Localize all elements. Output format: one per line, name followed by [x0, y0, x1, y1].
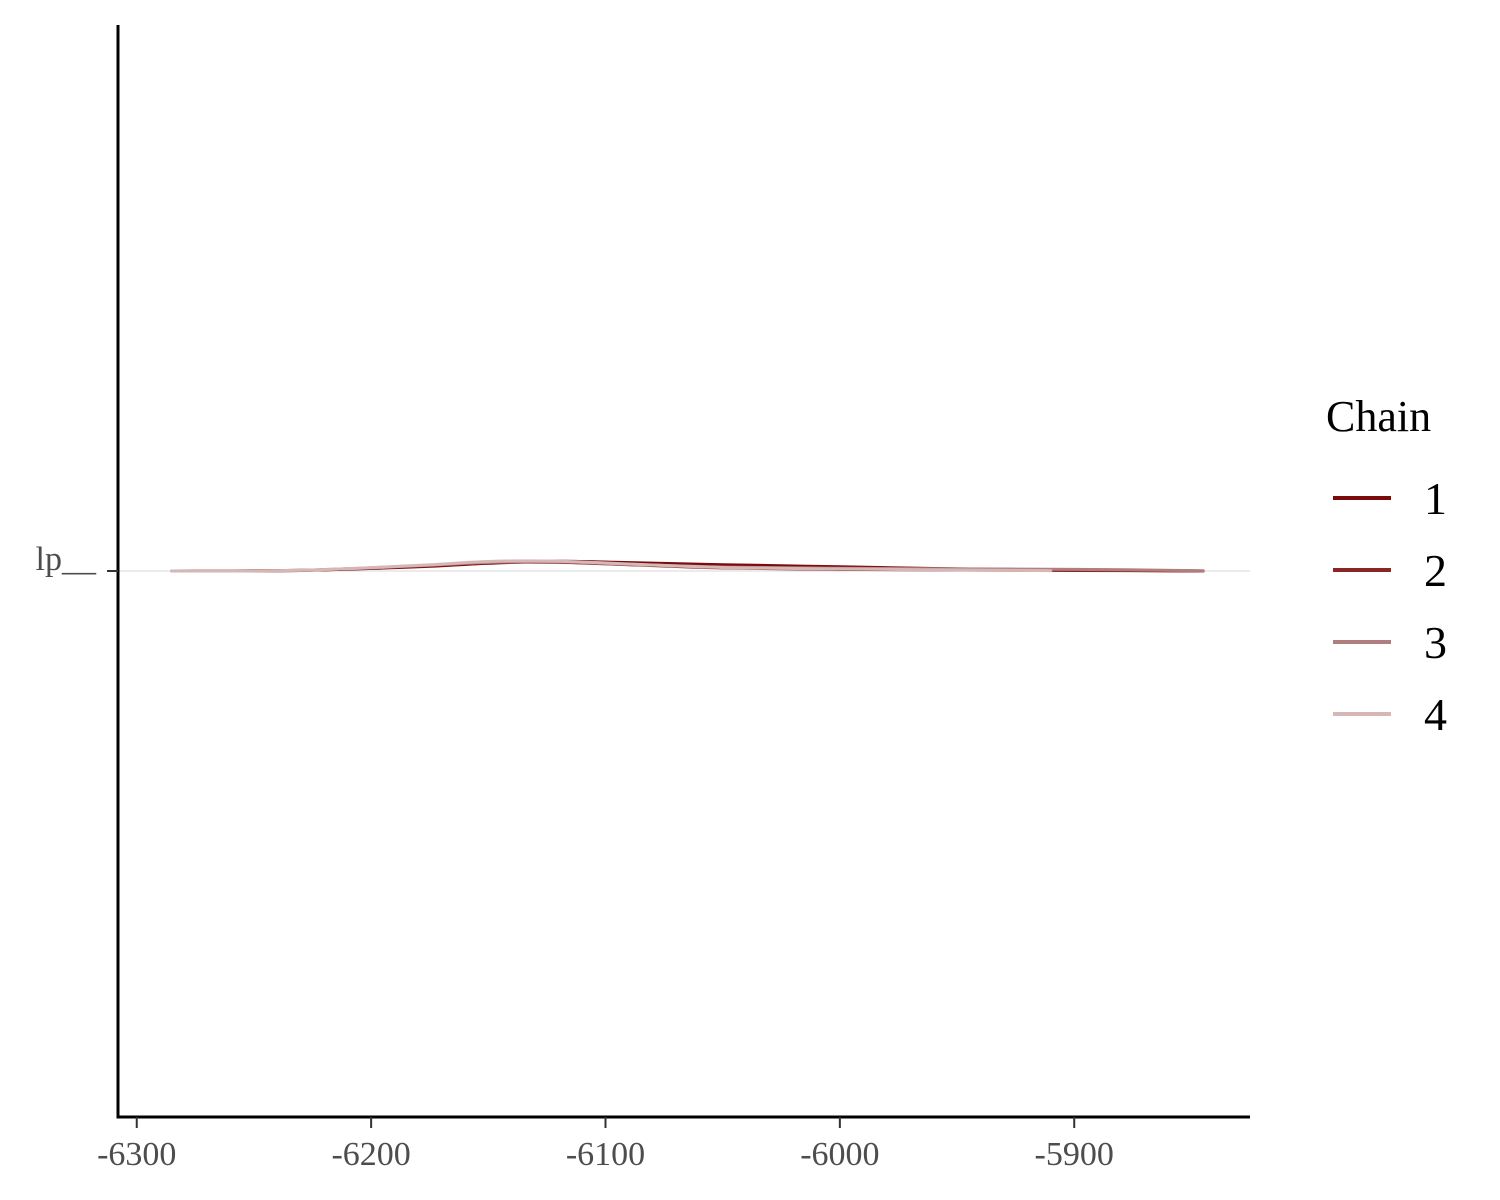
x-tick-label-3: -6000: [800, 1136, 879, 1173]
legend-label-chain-3: 3: [1424, 617, 1447, 668]
y-tick-label-lp: lp__: [36, 541, 97, 578]
x-tick-label-4: -5900: [1035, 1136, 1114, 1173]
legend-label-chain-2: 2: [1424, 545, 1447, 596]
x-tick-label-1: -6200: [331, 1136, 410, 1173]
legend-items: 1 2 3 4: [1333, 473, 1447, 740]
x-tick-label-2: -6100: [566, 1136, 645, 1173]
legend-title: Chain: [1326, 392, 1431, 441]
legend: Chain 1 2 3 4: [1326, 392, 1447, 740]
x-tick-label-0: -6300: [97, 1136, 176, 1173]
plot-area: -6300 -6200 -6100 -6000 -5900 lp__: [36, 25, 1250, 1173]
x-axis-ticks: -6300 -6200 -6100 -6000 -5900: [97, 1117, 1114, 1173]
series-line-chain-4: [170, 559, 1053, 573]
legend-label-chain-4: 4: [1424, 689, 1447, 740]
series-layer: [170, 559, 1205, 573]
legend-label-chain-1: 1: [1424, 473, 1447, 524]
